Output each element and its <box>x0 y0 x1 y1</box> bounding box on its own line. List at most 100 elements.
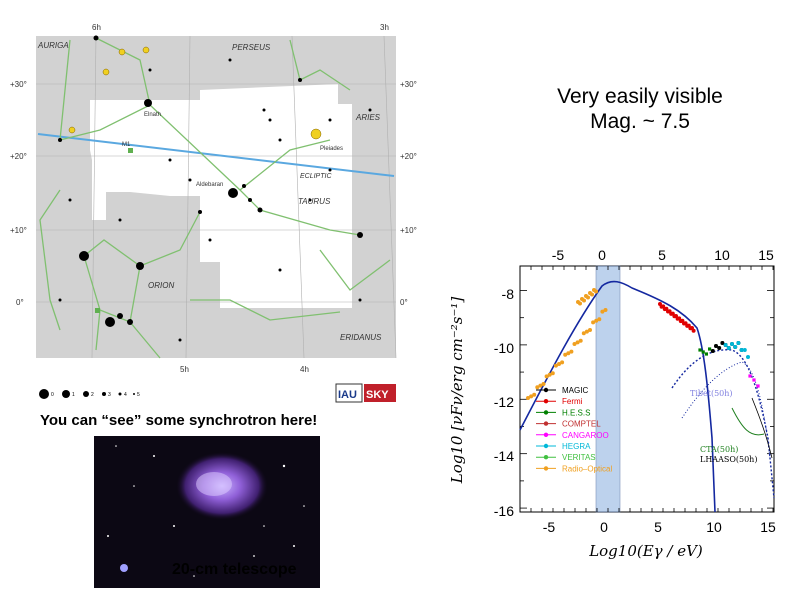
x-top-tick-label: 15 <box>758 247 774 263</box>
headline-line-2: Mag. ~ 7.5 <box>590 110 690 133</box>
highlight-region <box>90 84 352 308</box>
y-tick-label: -8 <box>502 286 515 302</box>
dec-label: 0° <box>16 298 24 307</box>
ra-label: 4h <box>300 365 309 374</box>
data-point <box>600 309 605 314</box>
data-point <box>708 347 712 351</box>
data-point <box>726 346 731 350</box>
crab-sed-chart: -5 0 5 10 15 -5 0 5 10 15 -8 -10 -12 -14… <box>448 247 776 560</box>
x-axis-label: Log10(Eγ / eV) <box>588 542 703 560</box>
data-point <box>569 349 574 354</box>
star-label: M1 <box>122 142 131 148</box>
svg-text:4: 4 <box>124 392 127 398</box>
ic-model-curve <box>671 349 775 499</box>
data-point <box>742 348 747 352</box>
dec-label: 0° <box>400 298 408 307</box>
constellation-label: ORION <box>148 281 174 290</box>
data-point <box>701 350 705 354</box>
lhaaso-sensitivity-curve <box>751 397 773 459</box>
legend-item: H.E.S.S <box>536 408 590 417</box>
data-point <box>597 317 602 322</box>
constellation-label: ERIDANUS <box>340 333 382 342</box>
data-point <box>736 341 741 345</box>
x-bottom-tick-label: 15 <box>760 519 776 535</box>
legend-label: Radio–Optical <box>562 464 612 473</box>
star-label: Pleiades <box>320 146 343 152</box>
ecliptic-label: ECLIPTIC <box>300 173 332 180</box>
x-top-tick-label: 5 <box>658 247 666 263</box>
axis-ticks <box>519 266 774 512</box>
data-point <box>739 348 744 352</box>
data-point <box>566 351 571 356</box>
dec-label: +10° <box>10 226 27 235</box>
data-point <box>704 352 708 356</box>
ecliptic-line <box>37 133 395 177</box>
legend-label: HEGRA <box>562 442 591 451</box>
data-point <box>603 308 608 312</box>
constellation-label: ARIES <box>355 113 381 122</box>
sky-logo: SKY <box>366 389 389 401</box>
stars <box>58 35 372 342</box>
x-bottom-tick-label: -5 <box>543 519 556 535</box>
data-point <box>590 292 594 297</box>
data-point <box>586 295 590 300</box>
legend-item: HEGRA <box>536 442 591 451</box>
data-point <box>756 384 760 388</box>
data-point <box>698 348 702 352</box>
cta-annotation: CTA(50h) <box>700 445 738 454</box>
data-point <box>752 378 756 382</box>
sed-legend: MAGIC Fermi H.E.S.S COMPTEL CANGAROO HEGRA VER… <box>536 386 612 473</box>
data-point <box>584 329 589 334</box>
plot-frame <box>519 265 775 513</box>
star-chart: 6h 5h 4h 3h +30° +20° +10° 0° +30° +20° … <box>10 23 417 403</box>
data-point <box>578 338 583 343</box>
ra-label: 3h <box>380 23 389 32</box>
data-point <box>714 344 718 348</box>
magnitude-legend: 0 1 2 3 4 5 <box>39 389 140 399</box>
legend-label: MAGIC <box>562 386 588 395</box>
data-point <box>575 340 580 345</box>
x-top-tick-label: 0 <box>598 247 606 263</box>
svg-text:0: 0 <box>51 392 54 398</box>
data-point <box>717 346 722 350</box>
data-point <box>547 372 552 377</box>
x-bottom-tick-label: 10 <box>706 519 722 535</box>
y-tick-label: -14 <box>494 448 514 464</box>
synchrotron-caption: You can “see” some synchrotron here! <box>40 412 318 429</box>
data-point <box>710 349 715 353</box>
y-tick-label: -12 <box>494 394 514 410</box>
legend-item: CANGAROO <box>536 431 609 440</box>
svg-text:2: 2 <box>91 392 94 398</box>
data-point <box>588 328 592 332</box>
constellation-label: TAURUS <box>298 197 331 206</box>
data-point <box>581 331 586 336</box>
legend-label: H.E.S.S <box>562 408 590 417</box>
logos: IAU SKY <box>335 383 396 403</box>
svg-text:3: 3 <box>108 392 111 398</box>
dec-label: +20° <box>400 152 417 161</box>
optical-band <box>595 265 621 513</box>
data-point <box>557 362 561 366</box>
data-point <box>578 301 582 306</box>
x-top-tick-label: -5 <box>552 247 565 263</box>
legend-label: CANGAROO <box>562 431 609 440</box>
data-point <box>532 392 537 397</box>
star-label: Elnath <box>144 112 161 118</box>
data-point <box>544 374 549 379</box>
data-point <box>691 328 696 333</box>
legend-label: Fermi <box>562 397 583 406</box>
legend-item: COMPTEL <box>536 420 601 429</box>
y-tick-label: -16 <box>494 503 514 519</box>
legend-item: Radio–Optical <box>536 464 612 473</box>
data-point <box>560 360 565 365</box>
dec-label: +20° <box>10 152 27 161</box>
data-point <box>550 371 555 376</box>
svg-text:5: 5 <box>137 392 140 398</box>
ra-label: 5h <box>180 365 189 374</box>
data-point <box>538 383 543 388</box>
data-point <box>723 343 728 347</box>
data-point <box>594 289 598 294</box>
data-point <box>591 320 596 325</box>
dec-label: +30° <box>10 80 27 89</box>
data-point <box>748 374 752 378</box>
